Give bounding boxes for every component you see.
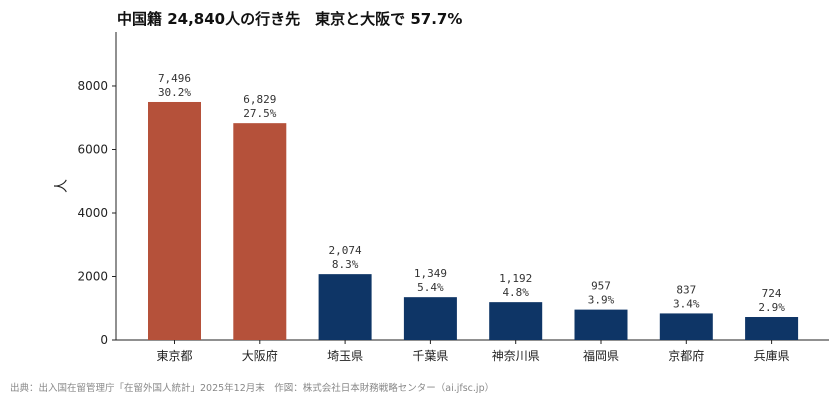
x-tick-label: 神奈川県 <box>492 349 540 363</box>
x-tick-label: 兵庫県 <box>754 349 790 363</box>
data-label-percent: 3.9% <box>588 294 615 307</box>
data-label-percent: 4.8% <box>502 286 529 299</box>
bar <box>148 101 201 340</box>
data-label-value: 1,192 <box>499 272 532 285</box>
x-tick-label: 京都府 <box>668 348 704 363</box>
bar <box>233 123 287 340</box>
bar <box>403 297 457 340</box>
source-note: 出典：出入国在留管理庁「在留外国人統計」2025年12月末 作図：株式会社日本財… <box>10 382 494 394</box>
data-label-percent: 2.9% <box>758 301 785 314</box>
bar <box>574 309 628 340</box>
data-label-value: 724 <box>762 287 782 300</box>
data-label-percent: 3.4% <box>673 297 700 310</box>
x-tick-label: 大阪府 <box>242 348 278 363</box>
x-tick-label: 埼玉県 <box>327 349 363 363</box>
data-label-value: 837 <box>676 283 696 296</box>
data-label-value: 1,349 <box>414 267 447 280</box>
y-tick-label: 6000 <box>77 142 108 156</box>
bar <box>489 302 543 340</box>
data-label-percent: 30.2% <box>158 86 191 99</box>
data-label-value: 2,074 <box>329 244 362 257</box>
bar <box>659 313 713 340</box>
data-label-percent: 27.5% <box>243 107 276 120</box>
y-tick-label: 2000 <box>77 269 108 283</box>
y-axis-label: 人 <box>54 179 70 193</box>
x-tick-label: 福岡県 <box>583 348 619 363</box>
bar <box>318 274 372 340</box>
y-tick-label: 8000 <box>77 79 108 93</box>
data-label-value: 7,496 <box>158 72 191 85</box>
y-tick-label: 0 <box>100 333 108 347</box>
data-label-percent: 5.4% <box>417 281 444 294</box>
data-label-value: 6,829 <box>243 93 276 106</box>
x-tick-label: 千葉県 <box>412 349 448 363</box>
data-label-value: 957 <box>591 280 611 293</box>
chart-title: 中国籍 24,840人の行き先 東京と大阪で 57.7% <box>117 10 462 28</box>
bar <box>745 317 799 340</box>
y-tick-label: 4000 <box>77 206 108 220</box>
x-tick-label: 東京都 <box>156 349 192 363</box>
data-label-percent: 8.3% <box>332 258 359 271</box>
